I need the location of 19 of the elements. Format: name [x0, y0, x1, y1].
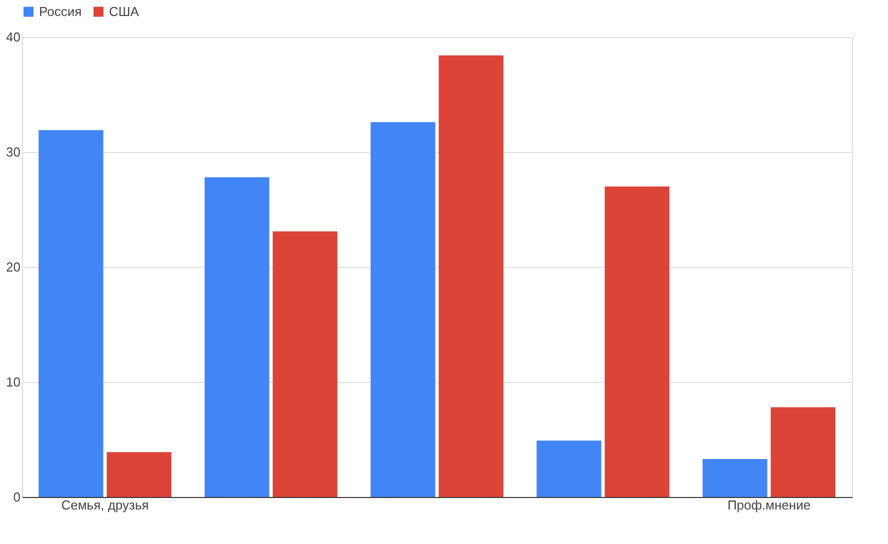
bar	[204, 177, 270, 497]
x-tick-label: Проф.мнение	[727, 498, 811, 512]
bar	[272, 231, 338, 497]
bar	[702, 459, 768, 497]
bar	[604, 186, 670, 497]
bar	[370, 122, 436, 497]
y-tick-label: 0	[13, 490, 20, 504]
x-tick-label: Семья, друзья	[61, 498, 149, 512]
y-tick-label: 10	[6, 374, 20, 390]
y-tick-label: 20	[6, 260, 20, 274]
bar	[536, 440, 602, 497]
bar	[438, 55, 504, 497]
bar	[106, 452, 172, 497]
legend-label: США	[109, 4, 140, 19]
bar	[770, 407, 836, 497]
y-tick-label: 30	[6, 144, 20, 160]
y-tick-label: 40	[6, 30, 20, 44]
bar	[38, 130, 104, 497]
legend-label: Россия	[39, 4, 82, 19]
